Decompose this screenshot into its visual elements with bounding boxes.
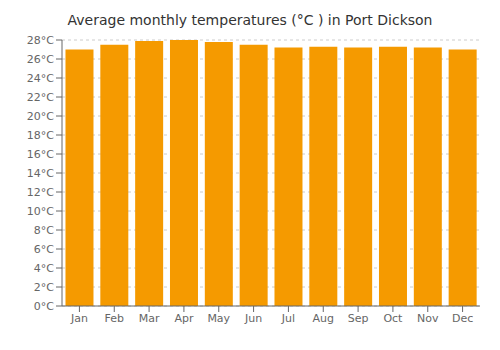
- svg-text:Nov: Nov: [417, 312, 439, 325]
- svg-text:14°C: 14°C: [27, 167, 54, 180]
- svg-text:10°C: 10°C: [27, 205, 54, 218]
- svg-text:Sep: Sep: [348, 312, 369, 325]
- svg-text:8°C: 8°C: [34, 224, 54, 237]
- html-text:Average monthly temperatures (: Average monthly temperatures (°C ) in Po…: [67, 12, 433, 28]
- svg-text:Aug: Aug: [313, 312, 334, 325]
- svg-text:Jul: Jul: [281, 312, 295, 325]
- svg-text:Apr: Apr: [174, 312, 194, 325]
- svg-text:12°C: 12°C: [27, 186, 54, 199]
- svg-text:Jan: Jan: [70, 312, 88, 325]
- svg-text:28°C: 28°C: [27, 34, 54, 47]
- svg-text:Feb: Feb: [105, 312, 124, 325]
- svg-text:0°C: 0°C: [34, 300, 54, 313]
- svg-text:Dec: Dec: [452, 312, 473, 325]
- svg-text:Mar: Mar: [139, 312, 160, 325]
- svg-text:24°C: 24°C: [27, 72, 54, 85]
- svg-text:Oct: Oct: [383, 312, 403, 325]
- svg-text:20°C: 20°C: [27, 110, 54, 123]
- svg-text:22°C: 22°C: [27, 91, 54, 104]
- svg-text:6°C: 6°C: [34, 243, 54, 256]
- svg-text:4°C: 4°C: [34, 262, 54, 275]
- svg-text:18°C: 18°C: [27, 129, 54, 142]
- svg-text:2°C: 2°C: [34, 281, 54, 294]
- svg-text:26°C: 26°C: [27, 53, 54, 66]
- svg-text:Jun: Jun: [244, 312, 262, 325]
- svg-text:May: May: [207, 312, 230, 325]
- svg-text:16°C: 16°C: [27, 148, 54, 161]
